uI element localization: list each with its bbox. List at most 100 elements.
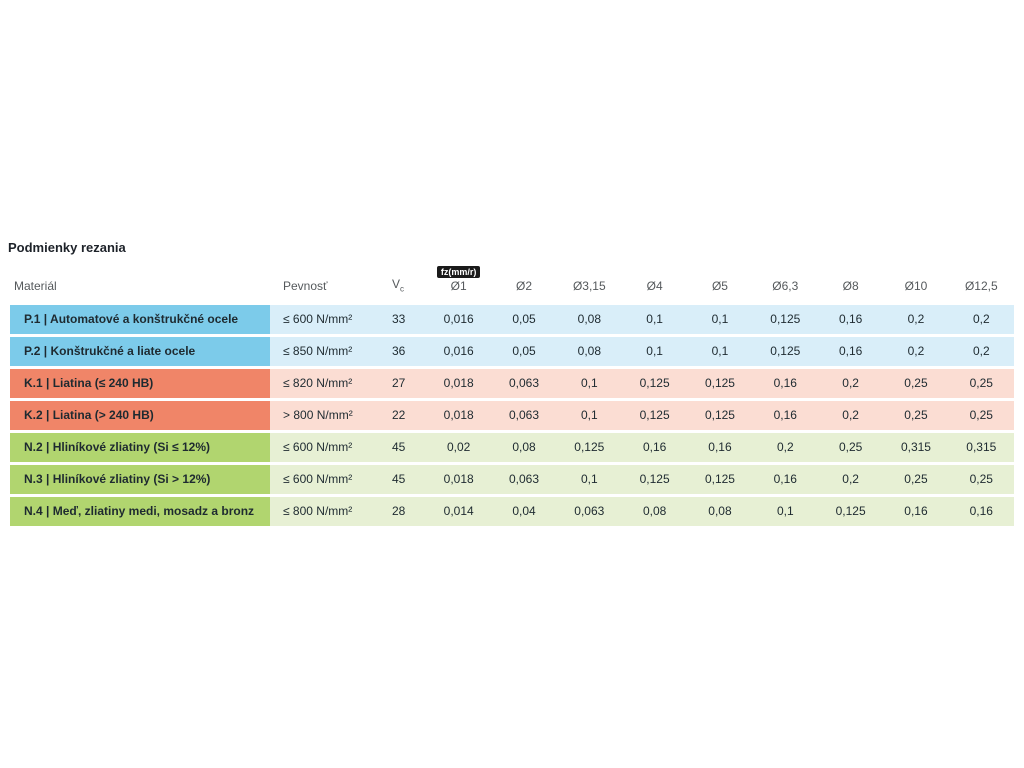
value-cell: 0,1 <box>556 368 622 398</box>
value-cell: 0,2 <box>752 432 818 462</box>
material-cell: P.1 | Automatové a konštrukčné ocele <box>10 304 270 334</box>
value-cell: 0,018 <box>426 400 492 430</box>
value-cell: 0,063 <box>491 368 557 398</box>
strength-cell: ≤ 850 N/mm² <box>270 336 382 366</box>
col-header-d9: Ø12,5 <box>964 279 998 293</box>
value-cell: 0,315 <box>948 432 1014 462</box>
material-cell: P.2 | Konštrukčné a liate ocele <box>10 336 270 366</box>
col-header-vc: Vc <box>382 265 426 302</box>
value-cell: 0,125 <box>556 432 622 462</box>
value-cell: 0,2 <box>817 464 884 494</box>
value-cell: 0,08 <box>556 304 622 334</box>
col-header-strength: Pevnosť <box>283 279 328 293</box>
value-cell: 0,125 <box>752 304 818 334</box>
value-cell: 0,125 <box>621 368 688 398</box>
material-cell: K.1 | Liatina (≤ 240 HB) <box>10 368 270 398</box>
value-cell: 0,08 <box>687 496 753 526</box>
vc-cell: 33 <box>382 304 426 334</box>
col-header-d5: Ø5 <box>711 279 728 293</box>
value-cell: 0,1 <box>687 304 753 334</box>
value-cell: 0,1 <box>556 400 622 430</box>
value-cell: 0,063 <box>491 400 557 430</box>
value-cell: 0,16 <box>948 496 1014 526</box>
strength-cell: ≤ 600 N/mm² <box>270 304 382 334</box>
value-cell: 0,08 <box>491 432 557 462</box>
header-row: Materiál Pevnosť Vc fz(mm/r) Ø1 Ø2 Ø3,15… <box>10 265 1014 302</box>
value-cell: 0,25 <box>948 400 1014 430</box>
value-cell: 0,018 <box>426 464 492 494</box>
value-cell: 0,125 <box>621 464 688 494</box>
value-cell: 0,125 <box>817 496 884 526</box>
value-cell: 0,25 <box>948 464 1014 494</box>
table-row-n3: N.3 | Hliníkové zliatiny (Si > 12%) ≤ 60… <box>10 464 1014 494</box>
strength-cell: ≤ 600 N/mm² <box>270 464 382 494</box>
material-cell: N.4 | Meď, zliatiny medi, mosadz a bronz <box>10 496 270 526</box>
table-header: Materiál Pevnosť Vc fz(mm/r) Ø1 Ø2 Ø3,15… <box>10 265 1014 302</box>
fz-unit-badge: fz(mm/r) <box>436 266 481 278</box>
table-row-k1: K.1 | Liatina (≤ 240 HB) ≤ 820 N/mm² 27 … <box>10 368 1014 398</box>
material-cell: N.3 | Hliníkové zliatiny (Si > 12%) <box>10 464 270 494</box>
vc-cell: 28 <box>382 496 426 526</box>
col-header-d1: fz(mm/r) Ø1 <box>426 265 491 302</box>
col-header-d4: Ø4 <box>646 279 663 293</box>
table-row-k2: K.2 | Liatina (> 240 HB) > 800 N/mm² 22 … <box>10 400 1014 430</box>
material-cell: K.2 | Liatina (> 240 HB) <box>10 400 270 430</box>
table-row-p2: P.2 | Konštrukčné a liate ocele ≤ 850 N/… <box>10 336 1014 366</box>
col-header-d3: Ø3,15 <box>572 279 606 293</box>
value-cell: 0,16 <box>752 400 818 430</box>
vc-cell: 36 <box>382 336 426 366</box>
table-body: P.1 | Automatové a konštrukčné ocele ≤ 6… <box>10 304 1014 526</box>
value-cell: 0,016 <box>426 336 492 366</box>
value-cell: 0,16 <box>621 432 688 462</box>
cutting-conditions-section: Podmienky rezania Materiál Pevnosť Vc fz… <box>8 240 1016 529</box>
vc-cell: 45 <box>382 464 426 494</box>
value-cell: 0,16 <box>752 368 818 398</box>
value-cell: 0,05 <box>491 304 557 334</box>
value-cell: 0,2 <box>817 368 884 398</box>
strength-cell: ≤ 600 N/mm² <box>270 432 382 462</box>
col-header-material: Materiál <box>14 279 57 293</box>
strength-cell: ≤ 820 N/mm² <box>270 368 382 398</box>
value-cell: 0,063 <box>556 496 622 526</box>
value-cell: 0,018 <box>426 368 492 398</box>
value-cell: 0,02 <box>426 432 492 462</box>
value-cell: 0,125 <box>687 368 753 398</box>
value-cell: 0,2 <box>817 400 884 430</box>
vc-symbol: V <box>392 277 401 292</box>
value-cell: 0,1 <box>621 304 688 334</box>
value-cell: 0,08 <box>556 336 622 366</box>
value-cell: 0,25 <box>883 368 949 398</box>
value-cell: 0,2 <box>883 304 949 334</box>
table-row-p1: P.1 | Automatové a konštrukčné ocele ≤ 6… <box>10 304 1014 334</box>
value-cell: 0,25 <box>883 400 949 430</box>
value-cell: 0,125 <box>752 336 818 366</box>
value-cell: 0,1 <box>621 336 688 366</box>
value-cell: 0,063 <box>491 464 557 494</box>
value-cell: 0,2 <box>948 336 1014 366</box>
value-cell: 0,1 <box>556 464 622 494</box>
vc-cell: 22 <box>382 400 426 430</box>
d1-label: Ø1 <box>450 279 467 293</box>
table-row-n2: N.2 | Hliníkové zliatiny (Si ≤ 12%) ≤ 60… <box>10 432 1014 462</box>
value-cell: 0,16 <box>687 432 753 462</box>
strength-cell: ≤ 800 N/mm² <box>270 496 382 526</box>
value-cell: 0,125 <box>687 464 753 494</box>
value-cell: 0,014 <box>426 496 492 526</box>
col-header-d7: Ø8 <box>842 279 859 293</box>
value-cell: 0,2 <box>948 304 1014 334</box>
strength-cell: > 800 N/mm² <box>270 400 382 430</box>
vc-cell: 45 <box>382 432 426 462</box>
value-cell: 0,315 <box>883 432 949 462</box>
value-cell: 0,05 <box>491 336 557 366</box>
value-cell: 0,016 <box>426 304 492 334</box>
value-cell: 0,1 <box>687 336 753 366</box>
cutting-conditions-table: Materiál Pevnosť Vc fz(mm/r) Ø1 Ø2 Ø3,15… <box>10 262 1014 529</box>
value-cell: 0,16 <box>817 336 884 366</box>
vc-subscript: c <box>400 284 405 294</box>
value-cell: 0,25 <box>948 368 1014 398</box>
value-cell: 0,04 <box>491 496 557 526</box>
col-header-d6: Ø6,3 <box>772 279 799 293</box>
col-header-d8: Ø10 <box>904 279 928 293</box>
value-cell: 0,125 <box>621 400 688 430</box>
value-cell: 0,25 <box>817 432 884 462</box>
